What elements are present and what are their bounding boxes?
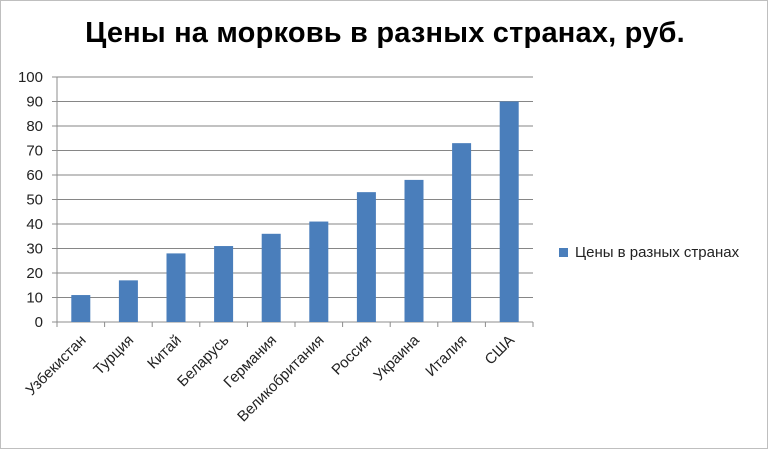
- x-category-label: Великобритания: [234, 332, 327, 425]
- bar: [214, 246, 234, 322]
- legend-swatch: [559, 248, 568, 257]
- bar: [499, 101, 519, 322]
- y-tick-label: 60: [26, 167, 43, 184]
- y-tick-label: 90: [26, 94, 43, 111]
- x-category-label: Китай: [144, 332, 185, 373]
- bar: [261, 233, 281, 322]
- x-category-label: Россия: [328, 332, 375, 379]
- bar: [166, 253, 186, 322]
- bar: [356, 192, 376, 322]
- y-tick-label: 70: [26, 143, 43, 160]
- legend: Цены в разных странах: [559, 244, 739, 261]
- y-tick-label: 100: [18, 69, 43, 86]
- legend-label: Цены в разных странах: [575, 244, 740, 261]
- bar: [452, 143, 472, 322]
- x-category-label: Украина: [370, 331, 423, 384]
- bar: [309, 221, 329, 322]
- y-tick-label: 50: [26, 192, 43, 209]
- x-category-label: Узбекистан: [22, 332, 89, 399]
- x-category-label: Италия: [422, 332, 470, 380]
- x-category-label: США: [482, 332, 518, 368]
- chart-title: Цены на морковь в разных странах, руб.: [85, 17, 685, 49]
- y-tick-label: 80: [26, 118, 43, 135]
- y-tick-label: 10: [26, 290, 43, 307]
- bar: [71, 295, 91, 322]
- y-tick-label: 0: [35, 314, 43, 331]
- y-tick-label: 20: [26, 265, 43, 282]
- x-category-label: Турция: [90, 332, 137, 379]
- bar: [118, 280, 138, 322]
- y-tick-label: 30: [26, 241, 43, 258]
- y-tick-label: 40: [26, 216, 43, 233]
- bar: [404, 179, 424, 322]
